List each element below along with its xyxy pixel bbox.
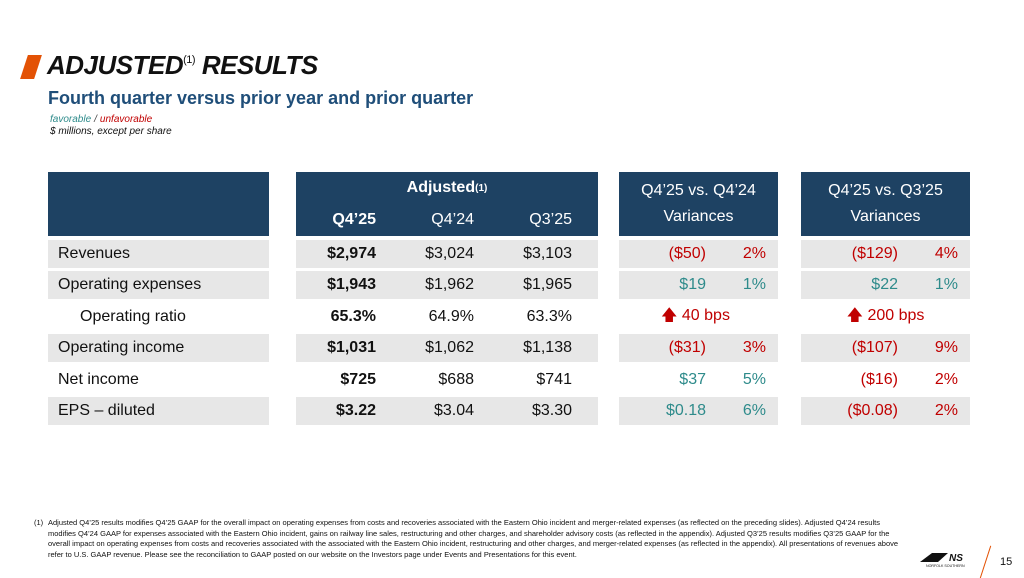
- row-label-operating-income: Operating income: [48, 334, 269, 362]
- row-label-eps-diluted: EPS – diluted: [48, 397, 269, 425]
- arrow-up-icon: 🡅: [661, 306, 678, 324]
- row-values-operating-income: $1,031 $1,062 $1,138: [296, 334, 598, 362]
- norfolk-southern-logo: NS NORFOLK SOUTHERN: [920, 553, 965, 568]
- arrow-up-icon: 🡅: [846, 306, 864, 324]
- row-var2-operating-income: ($107) 9%: [801, 334, 970, 362]
- variance-qoq-header: Q4’25 vs. Q3’25 Variances: [801, 172, 970, 236]
- row-var2-operating-ratio: 🡅 200 bps: [801, 303, 970, 331]
- color-legend: favorable / unfavorable: [50, 114, 153, 125]
- page-subtitle: Fourth quarter versus prior year and pri…: [48, 88, 474, 108]
- row-label-operating-expenses: Operating expenses: [48, 271, 269, 299]
- col-q425: Q4’25: [332, 211, 376, 228]
- col-q325: Q3’25: [529, 211, 572, 228]
- row-var1-operating-income: ($31) 3%: [619, 334, 778, 362]
- row-var2-revenues: ($129) 4%: [801, 240, 970, 268]
- quarter-columns-header: Q4’25 Q4’24 Q3’25: [296, 204, 598, 236]
- svg-text:NS: NS: [949, 553, 963, 564]
- row-label-revenues: Revenues: [48, 240, 269, 268]
- svg-text:NORFOLK SOUTHERN: NORFOLK SOUTHERN: [926, 564, 965, 568]
- variance-yoy-header: Q4’25 vs. Q4’24 Variances: [619, 172, 778, 236]
- row-var1-operating-ratio: 🡅 40 bps: [619, 303, 778, 331]
- row-values-revenues: $2,974 $3,024 $3,103: [296, 240, 598, 268]
- row-var1-revenues: ($50) 2%: [619, 240, 778, 268]
- row-values-eps-diluted: $3.22 $3.04 $3.30: [296, 397, 598, 425]
- col-q424: Q4’24: [431, 211, 474, 228]
- label-header-block: [48, 172, 269, 236]
- row-var2-operating-expenses: $22 1%: [801, 271, 970, 299]
- row-var1-eps-diluted: $0.18 6%: [619, 397, 778, 425]
- adjusted-header: Adjusted (1): [296, 172, 598, 204]
- footer-divider: [979, 545, 992, 578]
- row-values-operating-expenses: $1,943 $1,962 $1,965: [296, 271, 598, 299]
- row-var2-net-income: ($16) 2%: [801, 366, 970, 394]
- row-var2-eps-diluted: ($0.08) 2%: [801, 397, 970, 425]
- page-number: 15: [1000, 556, 1013, 568]
- row-label-net-income: Net income: [48, 366, 269, 394]
- legend-unfavorable: unfavorable: [99, 114, 153, 125]
- row-var1-net-income: $37 5%: [619, 366, 778, 394]
- units-note: $ millions, except per share: [50, 126, 172, 137]
- legend-favorable: favorable: [50, 114, 92, 125]
- row-label-operating-ratio: Operating ratio: [48, 303, 269, 331]
- footnote: (1) Adjusted Q4’25 results modifies Q4’2…: [34, 518, 899, 559]
- page-title: ADJUSTED(1) RESULTS: [47, 50, 318, 80]
- row-values-net-income: $725 $688 $741: [296, 366, 598, 394]
- row-var1-operating-expenses: $19 1%: [619, 271, 778, 299]
- title-accent-slash: [20, 55, 42, 79]
- row-values-operating-ratio: 65.3% 64.9% 63.3%: [296, 303, 598, 331]
